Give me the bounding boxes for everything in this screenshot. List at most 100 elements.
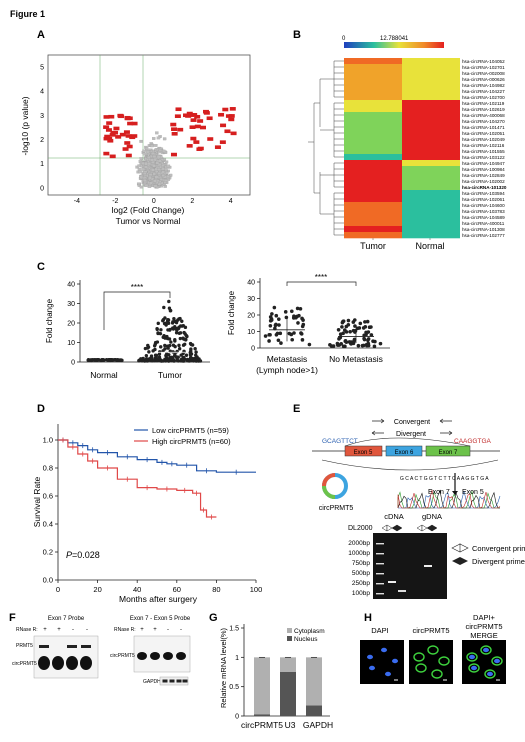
panel-b: B 0 12.788041 hsa-circRNA-104052hsa-circ… [293, 29, 507, 251]
data-point [360, 343, 365, 348]
heatmap-gene-label: hsa-circRNA-400011 [462, 221, 505, 226]
div-arrow-right [440, 430, 453, 436]
heatmap-gene-label: hsa-circRNA-104947 [462, 161, 505, 166]
ytick: 40 [247, 280, 255, 287]
junction-exon5: Exon 5 [462, 489, 484, 496]
lane-symbol [416, 524, 423, 532]
volcano-point-sig [131, 121, 138, 126]
volcano-xtick: -4 [74, 198, 80, 205]
survival-axes: 0.0 0.2 0.4 0.6 0.8 1.0 0 20 40 60 80 100 [43, 436, 263, 595]
data-point [157, 352, 162, 356]
volcano-point [150, 158, 154, 162]
volcano-point [152, 155, 157, 158]
volcano-xtick: 2 [190, 198, 194, 205]
volcano-point-sig [200, 125, 207, 130]
volcano-point [157, 182, 162, 186]
data-point [159, 345, 163, 349]
ytick: 20 [67, 321, 75, 328]
blot-band [66, 656, 78, 670]
circprmt5-stain [438, 656, 450, 666]
heatmap-cell [344, 76, 402, 83]
volcano-point [157, 159, 162, 163]
volcano-point-sig [124, 115, 131, 120]
volcano-point-sig [108, 114, 115, 119]
data-point [344, 324, 349, 329]
data-point [177, 347, 182, 351]
heatmap-gene-label: hsa-circRNA-104270 [462, 119, 505, 124]
survival-xtick: 100 [250, 585, 263, 594]
volcano-point [148, 173, 153, 177]
data-point [144, 353, 149, 358]
heatmap-cell [344, 112, 402, 119]
blot-band [137, 652, 147, 660]
volcano-point [139, 139, 143, 143]
legend-convergent: Convergent primer [472, 544, 525, 553]
volcano-point-sig [175, 107, 182, 112]
panel-g: G 0 0.5 1 1.5 Cytoplasm Nucleus Relative mR… [209, 612, 333, 730]
panel-c: C 0 10 20 30 40 **** Normal Tumor Fold chang… [37, 261, 390, 380]
exon5-box [344, 445, 383, 457]
group-metastasis-sub: (Lymph node>1) [256, 365, 318, 375]
heatmap-gene-label: hsa-circRNA-102777 [462, 233, 505, 238]
volcano-point [157, 172, 161, 175]
blot-band [169, 679, 175, 683]
data-point [278, 331, 283, 336]
heatmap-cell [402, 172, 460, 179]
exon7-label: Exon 7 [439, 450, 458, 456]
volcano-point [155, 131, 159, 135]
volcano-ytick: 1 [40, 161, 44, 168]
nucleus-stain [471, 665, 477, 671]
ytick: 0 [251, 346, 255, 353]
circprmt5-stain [415, 663, 427, 673]
data-point [364, 330, 368, 335]
data-point [140, 359, 144, 363]
volcano-point-sig [106, 121, 113, 125]
data-point [267, 339, 271, 343]
volcano-point-sig [105, 128, 112, 132]
data-point [369, 333, 374, 337]
volcano-point [161, 174, 165, 177]
heatmap-cell [402, 154, 460, 161]
rnase-sign: + [153, 627, 157, 633]
heatmap-cell [402, 58, 460, 65]
data-point [182, 337, 186, 341]
volcano-frame [47, 54, 251, 196]
legend-divergent: Divergent primer [472, 557, 525, 566]
volcano-point [139, 175, 143, 179]
circ-label: circPRMT5 [319, 505, 354, 512]
survival-curves [58, 437, 256, 520]
splice-arc [344, 437, 471, 447]
volcano-point [161, 167, 165, 171]
heatmap-color-scale [344, 42, 444, 48]
micro-circprmt5 [409, 640, 453, 684]
heatmap-gene-label: hsa-circRNA-102119 [462, 101, 505, 106]
data-point [166, 346, 170, 350]
survival-xtick: 60 [173, 585, 181, 594]
heatmap-gene-label: hsa-circRNA-104227 [462, 89, 505, 94]
data-point [178, 336, 182, 341]
group-normal: Normal [90, 370, 118, 380]
data-point [167, 299, 171, 304]
volcano-point-sig [170, 122, 177, 127]
volcano-axes: -4 -2 0 2 4 0 1 2 3 4 5 [40, 65, 233, 205]
heatmap-cell [344, 82, 402, 89]
data-point [296, 321, 300, 325]
heatmap-cell [344, 58, 402, 65]
volcano-ytick: 0 [40, 185, 44, 192]
volcano-point [148, 176, 152, 180]
ytick: 10 [247, 329, 255, 336]
fold-change-metastasis: 0 10 20 30 40 **** Metastasis (Lymph node>1)… [227, 273, 390, 375]
panel-e-label: E [293, 403, 300, 415]
nucleus-stain [392, 658, 398, 664]
heatmap-cell [402, 136, 460, 143]
gel-image [373, 533, 447, 599]
heatmap-cell [402, 202, 460, 209]
volcano-point-sig [103, 151, 110, 156]
gapdh-label: GAPDH [143, 679, 161, 685]
data-point [190, 343, 195, 347]
volcano-point [146, 150, 150, 154]
data-point [176, 326, 181, 331]
convergent-label: Convergent [394, 419, 430, 426]
data-point [367, 325, 372, 329]
volcano-point [164, 167, 168, 171]
